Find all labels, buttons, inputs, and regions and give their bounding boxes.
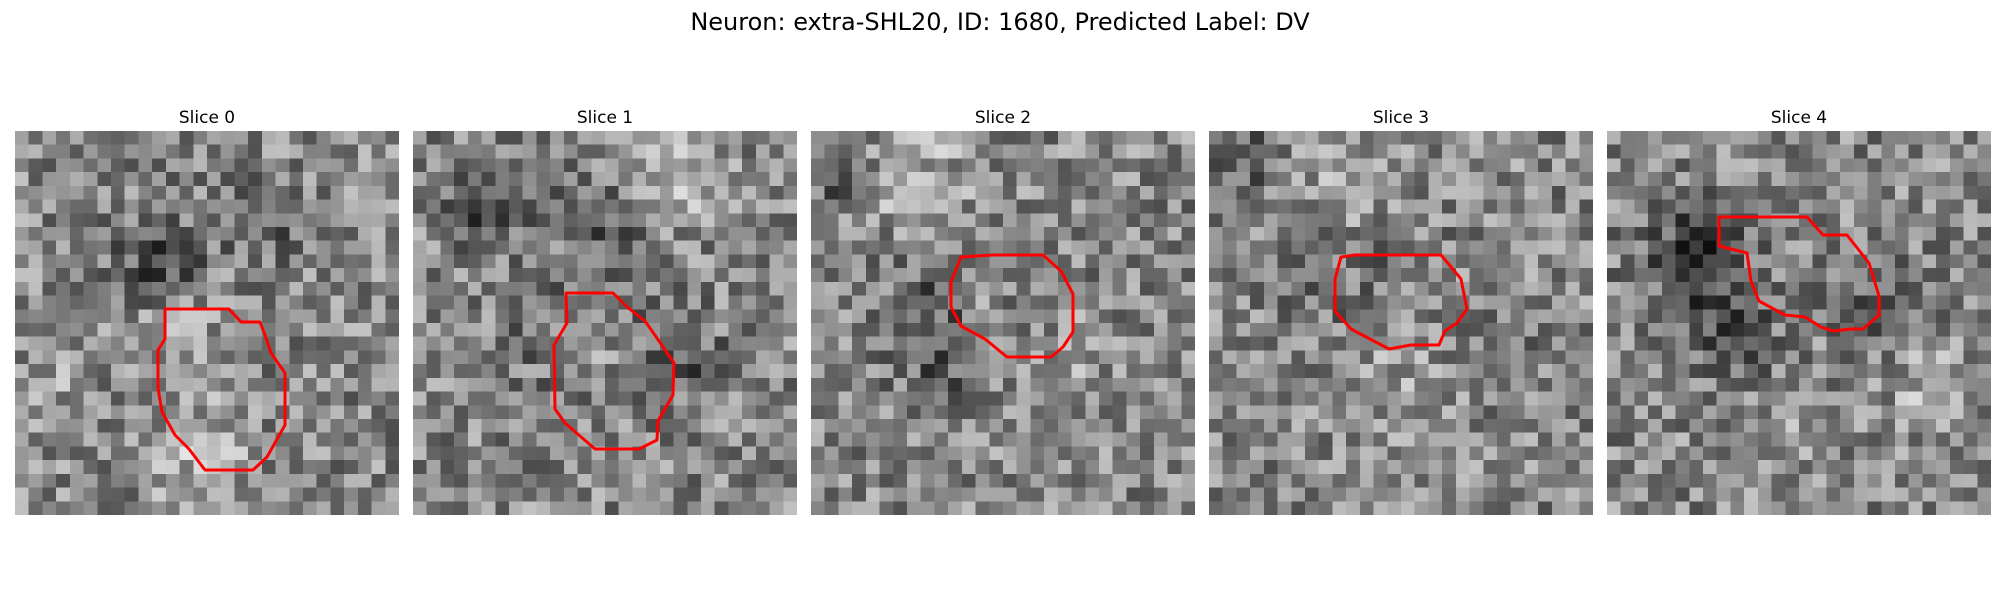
slice-panel-2: Slice 2	[811, 105, 1195, 515]
roi-overlay	[1717, 215, 1881, 333]
figure-title: Neuron: extra-SHL20, ID: 1680, Predicted…	[690, 8, 1310, 36]
slice-title: Slice 3	[1372, 108, 1430, 128]
slice-image	[1209, 131, 1593, 515]
roi-contour	[1717, 215, 1881, 333]
slice-panel-3: Slice 3	[1209, 105, 1593, 515]
grayscale-image	[15, 131, 399, 515]
roi-overlay	[156, 307, 287, 472]
slice-panel-4: Slice 4	[1607, 105, 1991, 515]
slice-title: Slice 1	[576, 108, 634, 128]
slice-image	[15, 131, 399, 515]
roi-contour	[156, 307, 287, 472]
grayscale-image	[1607, 131, 1991, 515]
roi-contour	[552, 291, 676, 451]
slice-image	[811, 131, 1195, 515]
roi-contour	[1333, 253, 1469, 351]
slice-panel-0: Slice 0	[15, 105, 399, 515]
roi-overlay	[949, 253, 1075, 359]
roi-overlay	[1333, 253, 1469, 351]
slice-title: Slice 4	[1770, 108, 1828, 128]
grayscale-image	[1209, 131, 1593, 515]
grayscale-image	[413, 131, 797, 515]
slice-panel-1: Slice 1	[413, 105, 797, 515]
slice-image	[413, 131, 797, 515]
roi-overlay	[552, 291, 676, 451]
slice-title: Slice 2	[974, 108, 1032, 128]
slice-title: Slice 0	[178, 108, 236, 128]
roi-contour	[949, 253, 1075, 359]
slice-image	[1607, 131, 1991, 515]
grayscale-image	[811, 131, 1195, 515]
